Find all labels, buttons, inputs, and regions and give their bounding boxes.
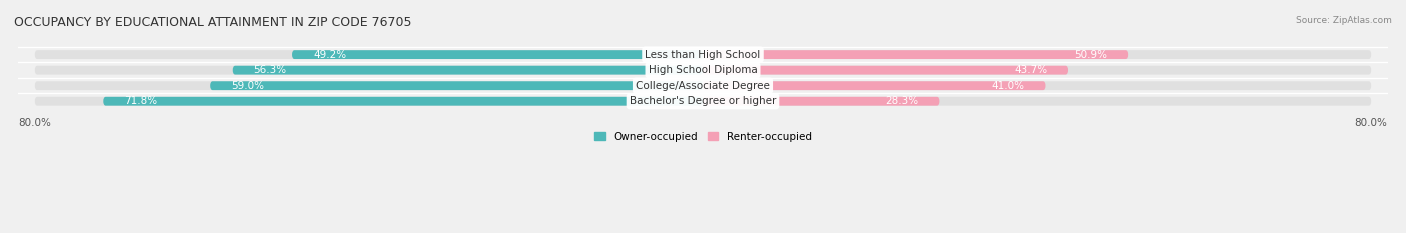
FancyBboxPatch shape xyxy=(35,50,1371,59)
Text: College/Associate Degree: College/Associate Degree xyxy=(636,81,770,91)
FancyBboxPatch shape xyxy=(35,81,1371,90)
Text: 49.2%: 49.2% xyxy=(314,50,346,60)
FancyBboxPatch shape xyxy=(209,81,703,90)
FancyBboxPatch shape xyxy=(703,97,939,106)
Text: 59.0%: 59.0% xyxy=(231,81,264,91)
Text: 41.0%: 41.0% xyxy=(991,81,1025,91)
FancyBboxPatch shape xyxy=(233,66,703,75)
FancyBboxPatch shape xyxy=(103,97,703,106)
FancyBboxPatch shape xyxy=(703,50,1128,59)
Text: Source: ZipAtlas.com: Source: ZipAtlas.com xyxy=(1296,16,1392,25)
Text: Less than High School: Less than High School xyxy=(645,50,761,60)
Text: Bachelor's Degree or higher: Bachelor's Degree or higher xyxy=(630,96,776,106)
Text: 50.9%: 50.9% xyxy=(1074,50,1108,60)
Legend: Owner-occupied, Renter-occupied: Owner-occupied, Renter-occupied xyxy=(591,128,815,146)
Text: OCCUPANCY BY EDUCATIONAL ATTAINMENT IN ZIP CODE 76705: OCCUPANCY BY EDUCATIONAL ATTAINMENT IN Z… xyxy=(14,16,412,29)
Text: 71.8%: 71.8% xyxy=(124,96,157,106)
Text: 43.7%: 43.7% xyxy=(1014,65,1047,75)
FancyBboxPatch shape xyxy=(35,97,1371,106)
Text: High School Diploma: High School Diploma xyxy=(648,65,758,75)
Text: 28.3%: 28.3% xyxy=(886,96,918,106)
FancyBboxPatch shape xyxy=(292,50,703,59)
FancyBboxPatch shape xyxy=(35,66,1371,75)
FancyBboxPatch shape xyxy=(703,66,1069,75)
Text: 56.3%: 56.3% xyxy=(253,65,287,75)
FancyBboxPatch shape xyxy=(703,81,1046,90)
